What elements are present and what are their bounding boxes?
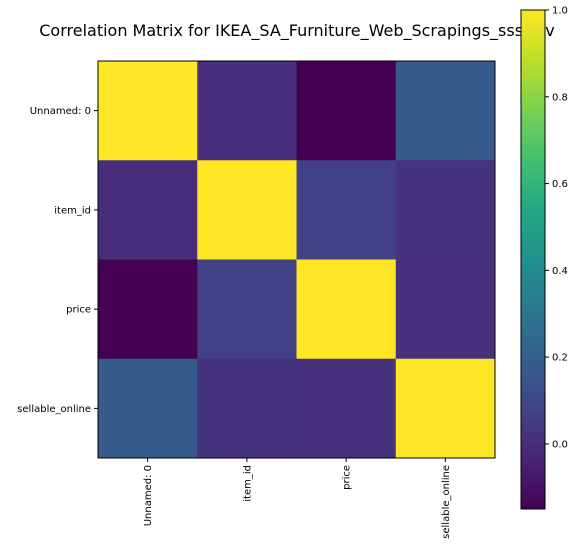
heatmap-cell [296,61,397,161]
heatmap-cell [395,358,496,459]
heatmap-frame [97,60,496,459]
heatmap-cells [98,61,496,459]
heatmap-cell [395,61,496,161]
heatmap-cell [395,259,496,360]
heatmap-cell [197,160,297,260]
colorbar-tick-label: 0.0 [552,439,568,450]
heatmap-cell [197,259,297,360]
x-tick-label: sellable_online [441,465,452,539]
heatmap-cell [296,259,397,360]
heatmap-cell [98,61,198,161]
y-tick-label: Unnamed: 0 [30,106,91,117]
colorbar-tick-label: 0.4 [552,266,568,277]
x-tick-label: item_id [242,465,253,502]
y-tick-label: item_id [54,205,91,216]
x-axis-ticks: Unnamed: 0 item_id price sellable_online [143,458,452,539]
heatmap-cell [98,358,198,459]
heatmap-cell [98,160,198,260]
colorbar-tick-label: 0.8 [552,92,568,103]
colorbar-ticks: 0.0 0.2 0.4 0.6 0.8 1.0 [545,6,568,450]
y-tick-label: price [66,305,91,316]
x-tick-label: price [342,465,353,490]
chart-title: Correlation Matrix for IKEA_SA_Furniture… [39,21,555,41]
colorbar-tick-label: 1.0 [552,6,568,17]
heatmap-cell [197,61,297,161]
x-tick-label: Unnamed: 0 [143,465,154,526]
colorbar [520,9,546,510]
heatmap-cell [98,259,198,360]
heatmap-cell [296,358,397,459]
heatmap-cell [296,160,397,260]
y-tick-label: sellable_online [17,404,91,415]
heatmap-cell [395,160,496,260]
colorbar-tick-label: 0.6 [552,179,568,190]
colorbar-tick-label: 0.2 [552,353,568,364]
heatmap-cell [197,358,297,459]
